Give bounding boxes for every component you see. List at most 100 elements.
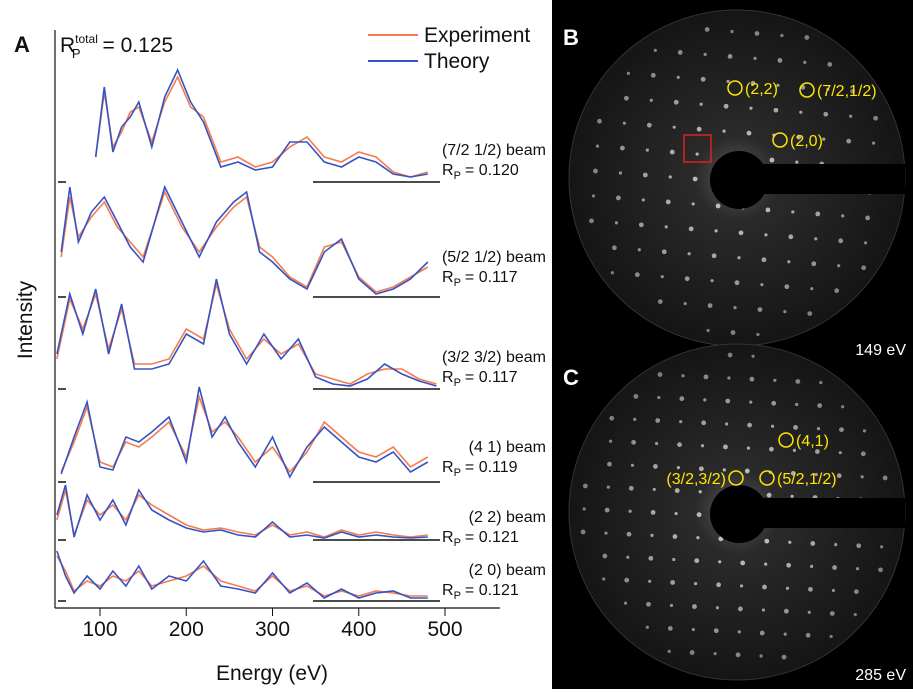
- diffraction-spot: [691, 202, 695, 206]
- diffraction-spot: [810, 287, 814, 291]
- diffraction-spot: [597, 118, 602, 124]
- diffraction-spot: [637, 248, 641, 252]
- diffraction-spot: [696, 512, 702, 518]
- rp-value: = 0.120: [465, 162, 519, 179]
- beam-rp: RP = 0.121: [442, 529, 519, 549]
- diffraction-spot: [722, 468, 726, 472]
- diffraction-spot: [730, 330, 736, 335]
- diffraction-spot: [582, 483, 588, 489]
- diffraction-spot: [737, 256, 741, 260]
- diffraction-spot: [692, 176, 698, 182]
- diffraction-spot: [667, 649, 671, 653]
- diffraction-spot: [695, 152, 699, 156]
- rp-value: = 0.121: [465, 582, 519, 599]
- diffraction-spot: [747, 422, 752, 428]
- diffraction-spot: [696, 126, 702, 132]
- diffraction-spot: [646, 601, 651, 607]
- diffraction-spot: [787, 260, 791, 264]
- legend-label: Theory: [424, 50, 490, 73]
- diffraction-spot: [696, 536, 700, 540]
- diffraction-spot: [785, 586, 790, 590]
- diffraction-spot: [660, 275, 664, 279]
- panel-label: C: [563, 365, 579, 390]
- spot-label: (7/2,1/2): [817, 83, 877, 100]
- diffraction-spot: [790, 494, 794, 498]
- diffraction-spot: [667, 626, 673, 631]
- diffraction-spot: [733, 306, 737, 310]
- rp-subscript: P: [454, 590, 461, 602]
- diffraction-spot: [764, 233, 768, 237]
- diffraction-spot: [664, 225, 668, 229]
- diffraction-spot: [832, 565, 837, 570]
- diffraction-spot: [864, 241, 868, 245]
- panel-label: B: [563, 25, 579, 50]
- diffraction-spot: [776, 83, 780, 87]
- spot-marker: [727, 80, 743, 96]
- diffraction-spot: [701, 420, 707, 426]
- diffraction-spot: [831, 588, 836, 593]
- diffraction-spot: [737, 630, 741, 634]
- diffraction-spot: [679, 420, 683, 424]
- diffraction-spot: [765, 207, 771, 213]
- diffraction-spot: [805, 632, 811, 638]
- spot-label: (3/2,3/2): [666, 471, 726, 488]
- rp-value: = 0.125: [103, 34, 174, 57]
- intensity-curve: [60, 189, 429, 293]
- diffraction-spot: [773, 107, 779, 113]
- diffraction-spot: [829, 611, 835, 616]
- diffraction-spot: [623, 601, 628, 605]
- beam-label: (5/2 1/2) beam: [442, 249, 546, 266]
- diffraction-spot: [788, 540, 792, 544]
- diffraction-spot: [807, 610, 811, 614]
- diffraction-spot: [769, 157, 775, 163]
- diffraction-spot: [759, 630, 765, 636]
- diffraction-spot: [688, 226, 694, 232]
- diffraction-spot: [749, 106, 753, 110]
- intensity-curve: [56, 278, 437, 387]
- diffraction-spot: [589, 218, 594, 224]
- diffraction-spot: [725, 398, 731, 404]
- diffraction-spot: [616, 195, 621, 201]
- diffraction-spot: [716, 582, 721, 588]
- diffraction-spot: [838, 451, 842, 455]
- diffraction-spot: [727, 376, 731, 380]
- diffraction-spot: [623, 95, 629, 101]
- diffraction-spot: [817, 403, 823, 408]
- diffraction-spot: [718, 560, 722, 564]
- sample-holder: [710, 485, 768, 543]
- diffraction-spot: [591, 194, 596, 198]
- diffraction-spot: [673, 99, 679, 105]
- diffraction-spot: [700, 76, 706, 82]
- rp-value: = 0.117: [465, 269, 518, 286]
- diffraction-spot: [607, 461, 612, 467]
- diffraction-spot: [882, 475, 888, 481]
- diffraction-spot: [672, 534, 678, 539]
- diffraction-spot: [766, 492, 772, 498]
- intensity-curve: [56, 489, 428, 538]
- diffraction-spot: [780, 33, 784, 38]
- diffraction-spot: [727, 352, 733, 358]
- diffraction-spot: [622, 121, 626, 125]
- diffraction-spot: [827, 61, 833, 67]
- diffraction-spot: [771, 400, 777, 406]
- diffraction-spot: [715, 203, 721, 209]
- diffraction-spot: [834, 288, 840, 294]
- diffraction-spot: [626, 555, 630, 559]
- diffraction-spot: [746, 130, 752, 136]
- total-rp: Rtotal P = 0.125: [60, 32, 173, 61]
- diffraction-spot: [684, 276, 690, 282]
- diffraction-spot: [810, 564, 814, 568]
- diffraction-spot: [630, 463, 635, 467]
- diffraction-spot: [649, 98, 653, 102]
- diffraction-spot: [783, 608, 789, 614]
- diffraction-spot: [750, 80, 756, 86]
- diffraction-spot: [706, 328, 710, 333]
- diffraction-spot: [764, 562, 768, 566]
- diffraction-spot: [648, 555, 654, 561]
- diffraction-spot: [676, 75, 680, 79]
- diffraction-spot: [645, 148, 649, 152]
- diffraction-spot: [793, 425, 798, 430]
- diffraction-spot: [725, 422, 729, 426]
- legend-label: Experiment: [424, 24, 530, 47]
